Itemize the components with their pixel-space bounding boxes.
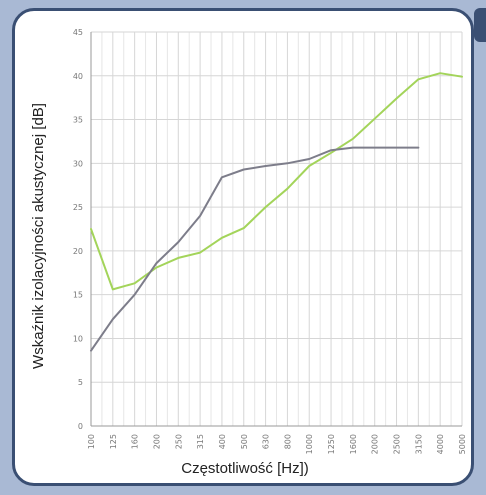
y-tick-label: 45: [73, 28, 83, 37]
y-tick-label: 5: [78, 378, 83, 387]
x-tick-label: 5000: [458, 434, 467, 454]
x-tick-label: 1600: [349, 434, 358, 454]
x-tick-label: 160: [131, 434, 140, 449]
x-tick-label: 315: [196, 434, 205, 449]
series-line-1: [90, 72, 463, 291]
x-tick-label: 630: [262, 434, 271, 449]
y-tick-label: 20: [73, 247, 83, 256]
y-tick-label: 0: [78, 422, 83, 431]
x-tick-label: 2500: [393, 434, 402, 454]
x-tick-label: 500: [240, 434, 249, 449]
y-tick-label: 30: [73, 159, 83, 168]
y-axis-label: Wskaźnik izolacyjności akustycznej [dB]: [30, 103, 47, 369]
y-tick-label: 10: [73, 334, 83, 343]
x-tick-label: 400: [218, 434, 227, 449]
x-tick-label: 4000: [436, 434, 445, 454]
series-line-2: [90, 146, 420, 352]
x-tick-label: 3150: [414, 434, 423, 454]
x-tick-label: 100: [87, 434, 96, 449]
chart-frame: 0 5 10 15 20 25 30 35 40 45 100 125 160 200 250 315 400 5…: [12, 8, 474, 486]
x-tick-label: 1000: [305, 434, 314, 454]
x-axis-label: Częstotliwość [Hz]): [181, 460, 309, 477]
x-tick-label: 125: [109, 434, 118, 449]
chart-canvas: 0 5 10 15 20 25 30 35 40 45 100 125 160 200 250 315 400 5…: [30, 28, 467, 477]
grid: [90, 31, 463, 427]
tick-labels: 0 5 10 15 20 25 30 35 40 45 100 125 160 200 250 315 400 5…: [73, 28, 467, 454]
x-tick-label: 800: [283, 434, 292, 449]
decorative-tab: [474, 8, 486, 42]
y-tick-label: 35: [73, 116, 83, 125]
y-tick-label: 15: [73, 291, 83, 300]
x-tick-label: 250: [174, 434, 183, 449]
x-tick-label: 1250: [327, 434, 336, 454]
series-layer: [90, 72, 463, 352]
x-tick-label: 200: [152, 434, 161, 449]
y-tick-label: 40: [73, 72, 83, 81]
x-tick-label: 2000: [371, 434, 380, 454]
y-tick-label: 25: [73, 203, 83, 212]
